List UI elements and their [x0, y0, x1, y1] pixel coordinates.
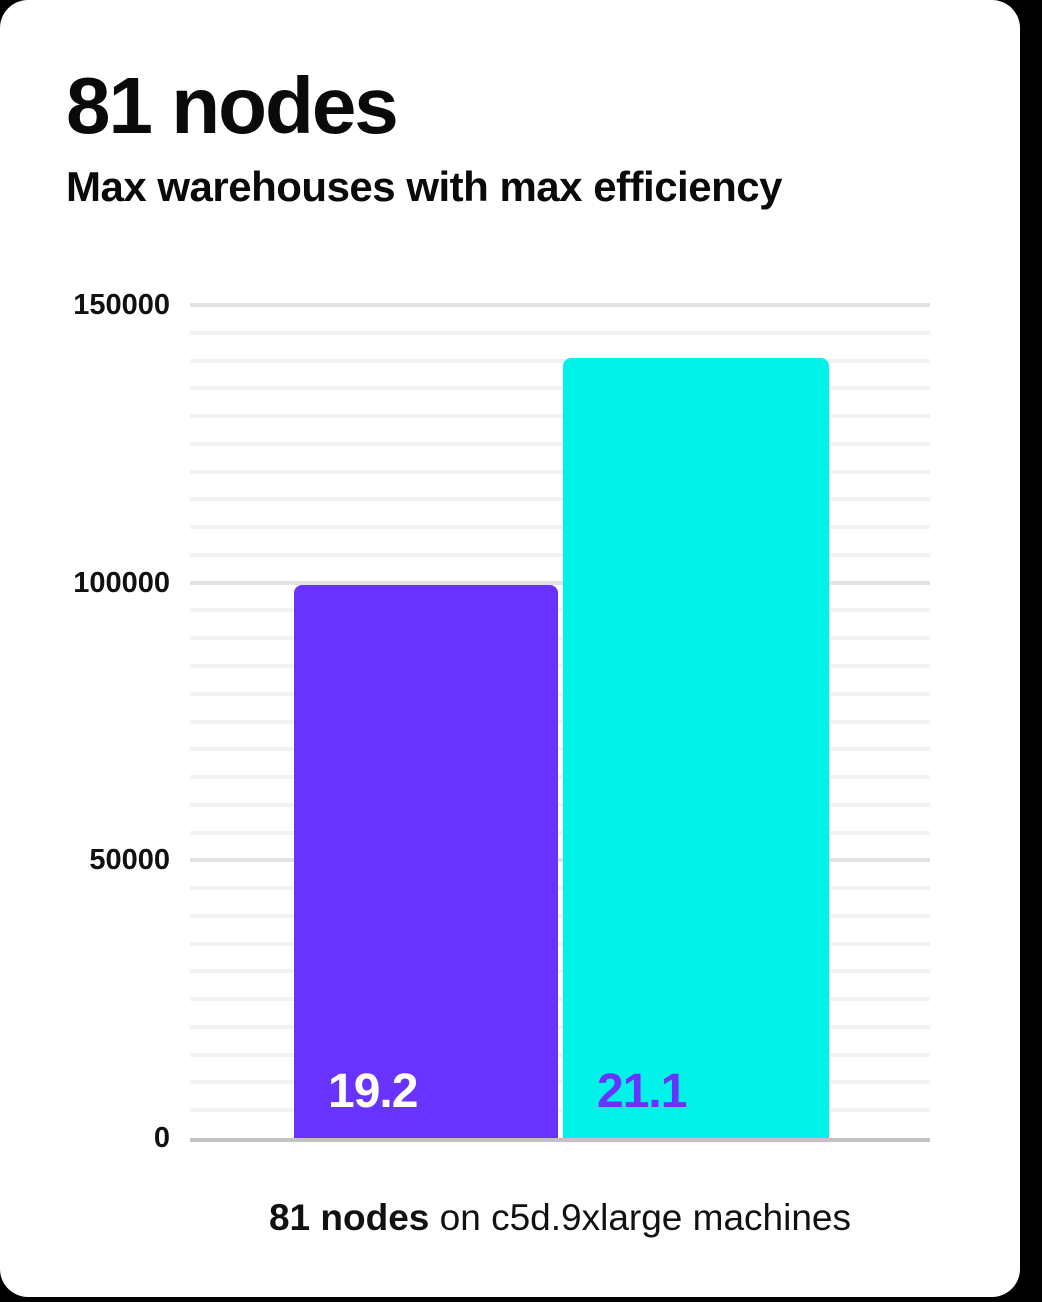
minor-gridline	[190, 386, 930, 391]
minor-gridline	[190, 1080, 930, 1085]
minor-gridline	[190, 997, 930, 1002]
minor-gridline	[190, 1024, 930, 1029]
plot-area: 19.2 21.1	[190, 303, 930, 1142]
bar-value-label: 19.2	[328, 1065, 418, 1118]
minor-gridline	[190, 830, 930, 835]
minor-gridline	[190, 747, 930, 752]
minor-gridline	[190, 1108, 930, 1113]
minor-gridline	[190, 525, 930, 530]
minor-gridline	[190, 1052, 930, 1057]
major-gridline	[190, 303, 930, 307]
bar-value-label: 21.1	[597, 1065, 687, 1118]
minor-gridline	[190, 941, 930, 946]
minor-gridline	[190, 913, 930, 918]
major-gridline	[190, 858, 930, 863]
minor-gridline	[190, 441, 930, 446]
minor-gridline	[190, 608, 930, 613]
y-tick-label: 50000	[89, 844, 170, 877]
y-tick-label: 0	[153, 1122, 170, 1154]
x-axis-line	[190, 1138, 930, 1142]
minor-gridline	[190, 330, 930, 335]
minor-gridline	[190, 719, 930, 724]
y-tick-label: 100000	[73, 566, 170, 599]
minor-gridline	[190, 552, 930, 557]
page-title: 81 nodes	[66, 61, 399, 150]
minor-gridline	[190, 886, 930, 891]
chart-card: 81 nodes Max warehouses with max efficie…	[0, 0, 1020, 1297]
minor-gridline	[190, 663, 930, 668]
minor-gridline	[190, 469, 930, 474]
minor-gridline	[190, 497, 930, 502]
page-subtitle: Max warehouses with max efficiency	[66, 163, 782, 210]
minor-gridline	[190, 358, 930, 363]
minor-gridline	[190, 691, 930, 696]
minor-gridline	[190, 802, 930, 807]
minor-gridline	[190, 969, 930, 974]
minor-gridline	[190, 775, 930, 780]
minor-gridline	[190, 414, 930, 419]
y-axis-labels: 0 50000 100000 150000	[0, 290, 170, 1153]
caption-bold-text: 81 nodes	[268, 1197, 430, 1238]
minor-gridline	[190, 636, 930, 641]
bar-21.1: 21.1	[563, 358, 829, 1138]
y-tick-label: 150000	[73, 289, 170, 321]
bar-19.2: 19.2	[294, 585, 558, 1138]
major-gridline	[190, 580, 930, 585]
chart-caption: 81 nodes on c5d.9xlarge machines	[190, 1196, 930, 1240]
bar-chart: 0 50000 100000 150000 19.2 21.1	[0, 290, 930, 1153]
caption-rest-text: on c5d.9xlarge machines	[429, 1197, 852, 1238]
